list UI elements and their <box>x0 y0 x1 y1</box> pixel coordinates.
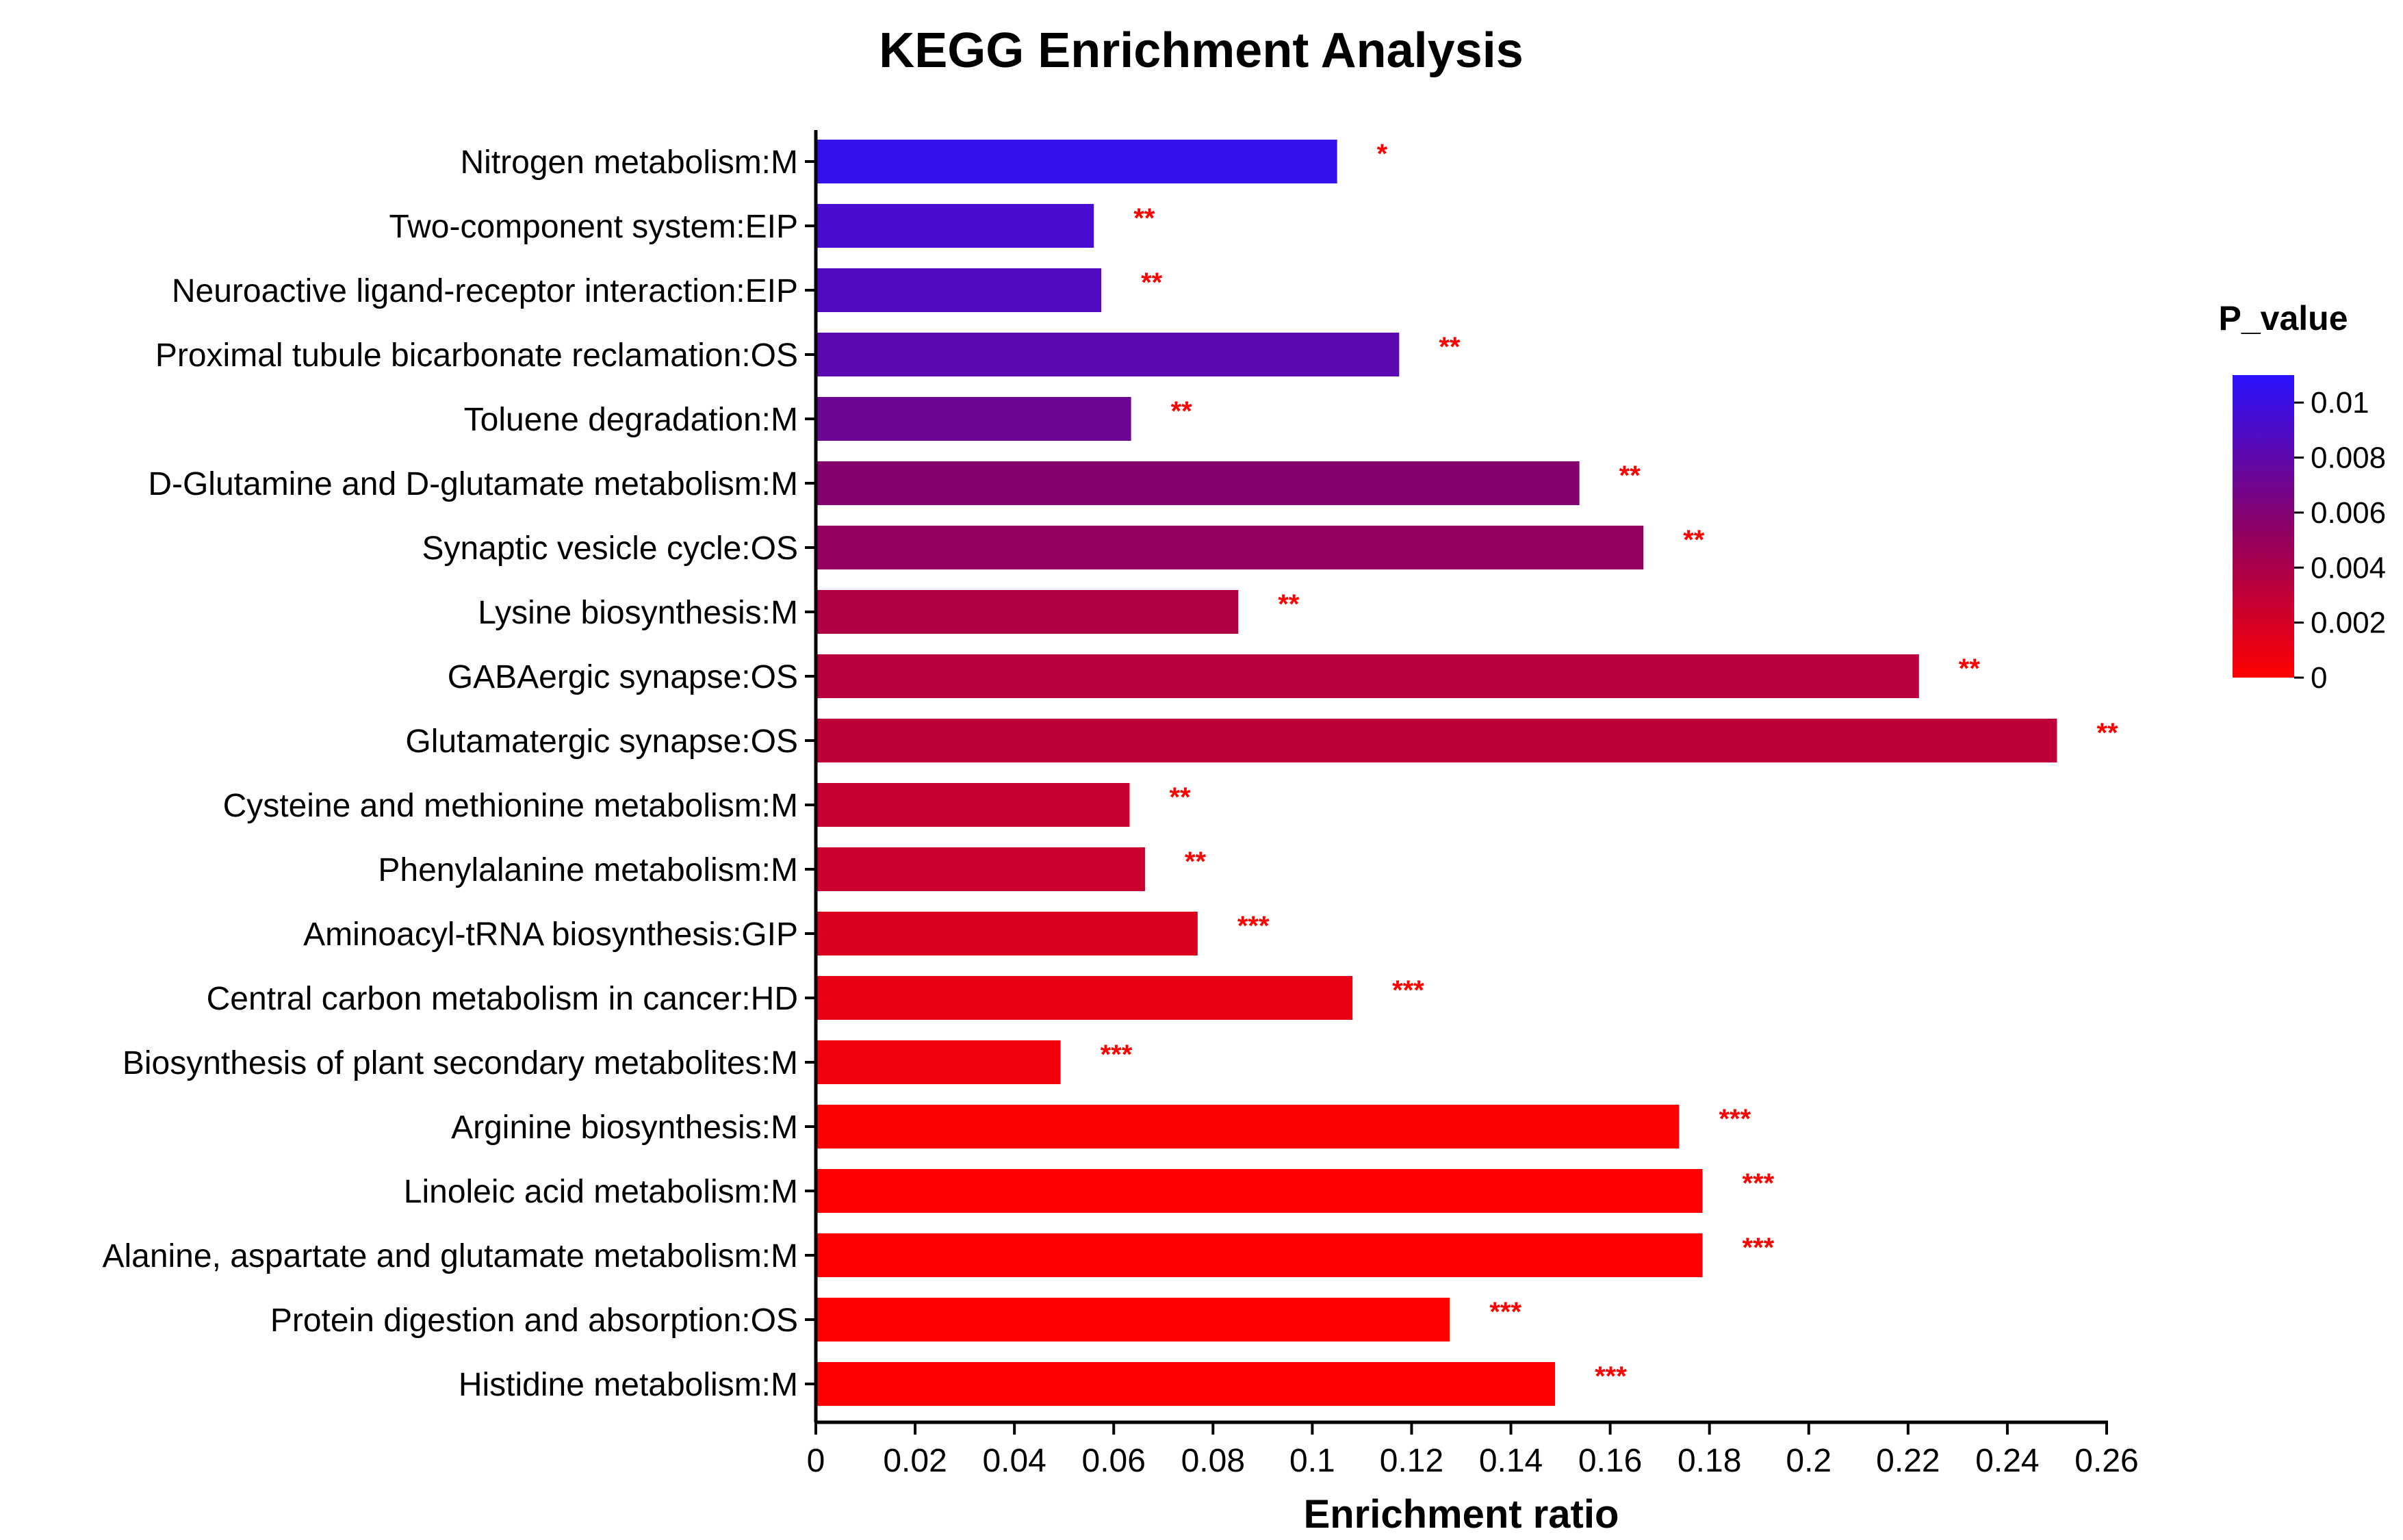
category-label: Glutamatergic synapse:OS <box>405 723 798 760</box>
significance-marker: ** <box>1619 461 1641 491</box>
x-tick-label: 0.18 <box>1678 1443 1741 1479</box>
bar <box>816 1298 1450 1342</box>
bar <box>816 590 1239 634</box>
bar <box>816 1169 1703 1213</box>
significance-marker: ** <box>1683 525 1705 555</box>
x-tick-label: 0.2 <box>1786 1443 1832 1479</box>
category-label: Linoleic acid metabolism:M <box>404 1174 798 1210</box>
significance-marker: *** <box>1595 1361 1627 1391</box>
x-tick-label: 0.1 <box>1289 1443 1335 1479</box>
bar <box>816 461 1580 505</box>
x-tick-label: 0.04 <box>982 1443 1046 1479</box>
bar <box>816 333 1400 376</box>
category-label: Toluene degradation:M <box>464 402 798 438</box>
significance-marker: ** <box>1439 332 1461 362</box>
bar <box>816 526 1644 569</box>
bar <box>816 1233 1703 1277</box>
legend-tick-label: 0.008 <box>2311 441 2386 475</box>
bar <box>816 654 1919 698</box>
legend-ticks: 0.01 0.008 0.006 0.004 0.002 0 <box>2294 386 2386 695</box>
category-label: GABAergic synapse:OS <box>448 659 798 695</box>
significance-marker: ** <box>1169 782 1191 812</box>
bar <box>816 976 1353 1020</box>
category-label: Arginine biosynthesis:M <box>451 1109 798 1146</box>
x-tick-label: 0.24 <box>1975 1443 2039 1479</box>
significance-marker: *** <box>1101 1040 1133 1070</box>
x-tick-label: 0.22 <box>1876 1443 1940 1479</box>
x-axis-label: Enrichment ratio <box>1304 1492 1619 1537</box>
category-label: Histidine metabolism:M <box>459 1367 798 1403</box>
category-label: Lysine biosynthesis:M <box>478 595 798 631</box>
bar <box>816 847 1145 891</box>
x-tick-label: 0.12 <box>1380 1443 1443 1479</box>
x-tick-label: 0.26 <box>2074 1443 2138 1479</box>
bar <box>816 204 1094 248</box>
significance-marker: ** <box>1171 396 1193 426</box>
category-label: Proximal tubule bicarbonate reclamation:… <box>155 337 798 374</box>
bar <box>816 1105 1680 1148</box>
x-tick-label: 0.06 <box>1082 1443 1146 1479</box>
significance-marker: ** <box>1185 847 1207 877</box>
bar <box>816 268 1102 312</box>
significance-marker: *** <box>1237 911 1270 941</box>
category-label: Central carbon metabolism in cancer:HD <box>207 981 798 1017</box>
x-tick-label: 0.02 <box>883 1443 947 1479</box>
significance-marker: ** <box>1278 589 1300 619</box>
x-tick-label: 0.16 <box>1578 1443 1642 1479</box>
p-value-legend: P_value 0.01 0.008 0.006 0.004 0.002 0 <box>2218 299 2386 695</box>
bar <box>816 719 2057 762</box>
significance-marker: *** <box>1489 1297 1521 1327</box>
significance-marker: ** <box>2096 718 2118 748</box>
category-label: Neuroactive ligand-receptor interaction:… <box>172 273 798 309</box>
category-label: Aminoacyl-tRNA biosynthesis:GIP <box>303 916 798 953</box>
legend-tick-label: 0.002 <box>2311 606 2386 640</box>
significance-marker: *** <box>1743 1168 1775 1198</box>
significance-marker: *** <box>1719 1104 1751 1134</box>
significance-marker: *** <box>1392 975 1424 1005</box>
x-tick-label: 0.08 <box>1181 1443 1245 1479</box>
x-tick-label: 0.14 <box>1479 1443 1543 1479</box>
legend-tick-label: 0.006 <box>2311 496 2386 530</box>
significance-marker: ** <box>1959 654 1981 684</box>
legend-tick-label: 0 <box>2311 661 2327 695</box>
category-label: Nitrogen metabolism:M <box>461 144 799 181</box>
significance-marker: * <box>1377 139 1388 169</box>
x-tick-label: 0 <box>807 1443 825 1479</box>
bar <box>816 1040 1061 1084</box>
bar <box>816 1362 1556 1406</box>
chart-title: KEGG Enrichment Analysis <box>879 23 1524 78</box>
category-label: Protein digestion and absorption:OS <box>270 1302 798 1339</box>
bar <box>816 397 1131 441</box>
category-label: Alanine, aspartate and glutamate metabol… <box>102 1238 798 1274</box>
bar <box>816 140 1337 183</box>
legend-tick-label: 0.01 <box>2311 386 2369 420</box>
bar <box>816 912 1198 955</box>
category-label: Cysteine and methionine metabolism:M <box>223 788 798 824</box>
legend-title: P_value <box>2218 299 2348 337</box>
legend-tick-label: 0.004 <box>2311 551 2386 585</box>
category-label: Biosynthesis of plant secondary metaboli… <box>123 1045 798 1081</box>
significance-marker: ** <box>1141 268 1163 298</box>
category-label: Phenylalanine metabolism:M <box>378 852 798 888</box>
significance-marker: *** <box>1743 1233 1775 1263</box>
bar <box>816 783 1130 827</box>
category-label: Two-component system:EIP <box>389 209 798 245</box>
category-label: D-Glutamine and D-glutamate metabolism:M <box>148 466 798 502</box>
plot-area: Nitrogen metabolism:M * Two-component syst… <box>102 130 2139 1479</box>
significance-marker: ** <box>1133 203 1155 233</box>
legend-color-bar <box>2233 375 2294 678</box>
category-label: Synaptic vesicle cycle:OS <box>422 530 798 567</box>
